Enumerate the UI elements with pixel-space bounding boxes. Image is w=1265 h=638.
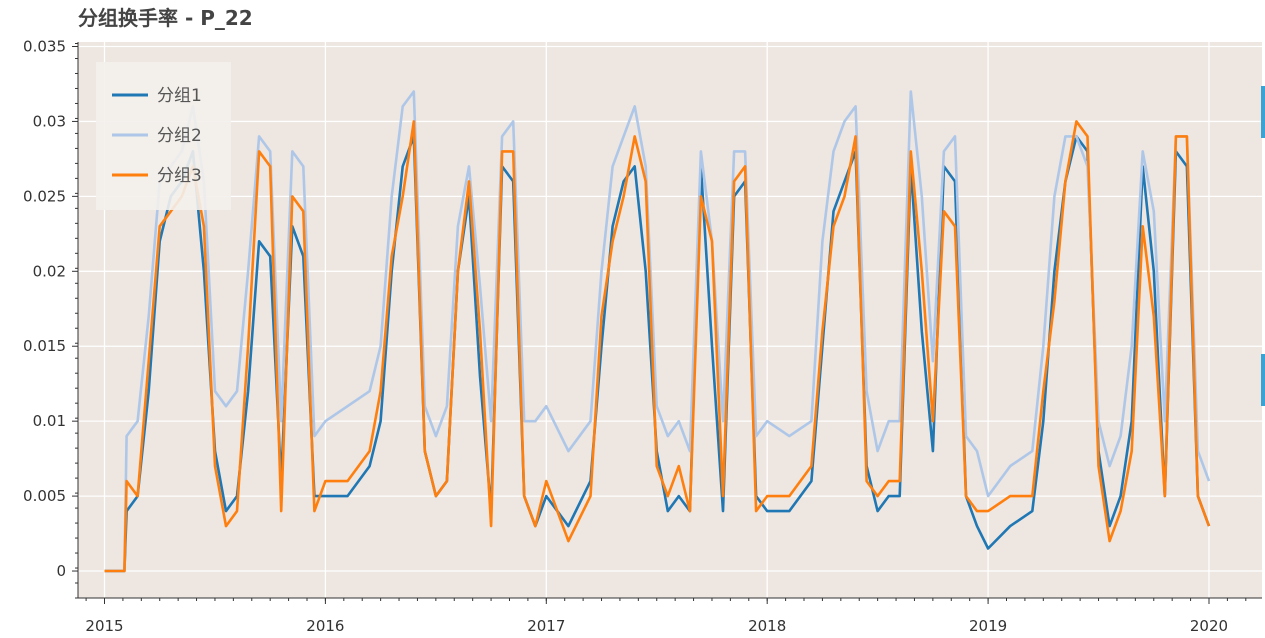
y-tick-label: 0.005 xyxy=(23,487,66,505)
x-tick-label: 2016 xyxy=(306,617,344,635)
x-tick-label: 2015 xyxy=(85,617,123,635)
series-line-3 xyxy=(104,120,1211,573)
legend: 分组1 分组2 分组3 xyxy=(96,62,231,210)
x-tick-label: 2017 xyxy=(527,617,565,635)
y-tick-label: 0.035 xyxy=(23,37,66,55)
legend-label: 分组2 xyxy=(157,126,202,146)
x-tick-label: 2019 xyxy=(969,617,1007,635)
y-tick-label: 0.03 xyxy=(33,112,66,130)
axes: 0 0.005 0.01 0.015 0.02 0.025 0.03 0.035 2015 201… xyxy=(23,37,1262,635)
y-tick-label: 0 xyxy=(56,562,66,580)
grid-lines xyxy=(78,42,1262,598)
x-tick-label: 2020 xyxy=(1190,617,1228,635)
y-tick-label: 0.01 xyxy=(33,412,66,430)
y-tick-label: 0.02 xyxy=(33,262,66,280)
plot-area xyxy=(78,42,1262,598)
series-lines xyxy=(104,90,1211,573)
legend-label: 分组1 xyxy=(157,86,202,106)
scroll-marker-bottom[interactable] xyxy=(1261,354,1265,406)
x-tick-label: 2018 xyxy=(748,617,786,635)
scroll-marker-top[interactable] xyxy=(1261,86,1265,138)
y-tick-label: 0.025 xyxy=(23,187,66,205)
y-tick-label: 0.015 xyxy=(23,337,66,355)
chart-title: 分组换手率 - P_22 xyxy=(78,6,253,30)
legend-label: 分组3 xyxy=(157,166,202,186)
